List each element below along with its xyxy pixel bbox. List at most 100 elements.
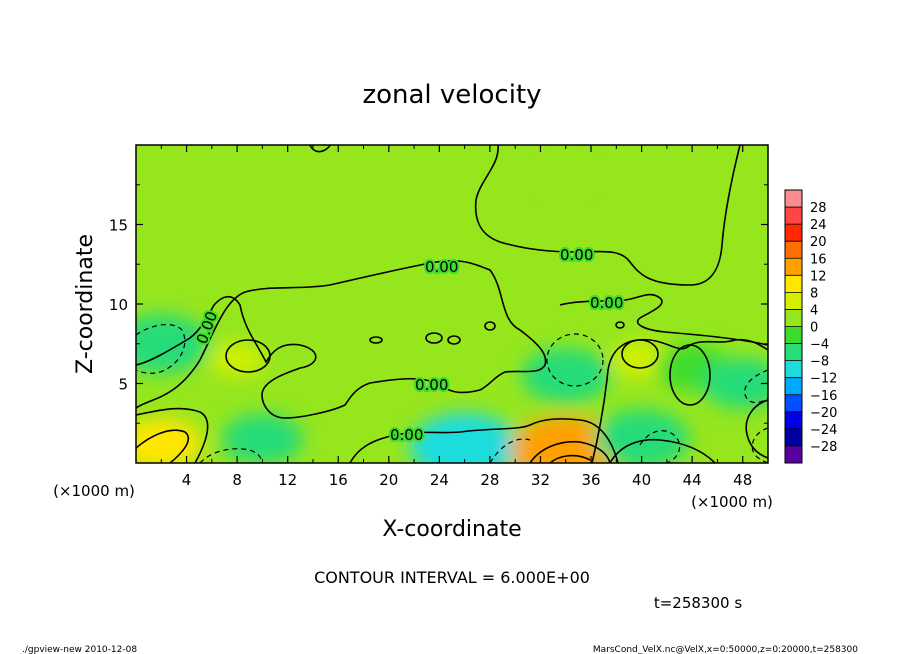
field-background <box>136 145 768 463</box>
contour-zero-line <box>591 338 768 463</box>
x-tick-label: 20 <box>379 471 398 489</box>
y-tick-label: 15 <box>109 217 128 235</box>
x-tick-label: 8 <box>232 471 242 489</box>
colorbar-swatch <box>785 394 802 413</box>
colorbar-label: −20 <box>810 406 837 421</box>
colorbar-label: 28 <box>810 201 827 216</box>
colorbar-label: −28 <box>810 440 837 455</box>
colorbar-label: 12 <box>810 269 827 284</box>
contour-positive <box>136 429 190 463</box>
x-axis-label: X-coordinate <box>382 517 521 542</box>
colorbar-swatch <box>785 275 802 293</box>
field-anomaly <box>409 412 520 463</box>
field-anomaly <box>511 416 621 463</box>
x-tick-label: 12 <box>278 471 297 489</box>
contour-negative <box>751 427 768 463</box>
field-anomaly <box>136 418 202 463</box>
colorbar-swatch <box>785 360 802 378</box>
contour-label: 0.00 <box>425 258 458 276</box>
plot-area: 0.00 0.00 0.00 0.00 0.00 0.00 4 8 12 16 20 24… <box>109 144 769 489</box>
x-tick-label: 16 <box>329 471 348 489</box>
footer-right: MarsCond_VelX.nc@VelX,x=0:50000,z=0:2000… <box>593 645 858 654</box>
x-tick-label: 24 <box>430 471 449 489</box>
colorbar-label: −4 <box>810 338 829 353</box>
field-anomaly <box>593 409 690 463</box>
colorbar-label: 4 <box>810 303 818 318</box>
contour-ring <box>621 339 659 369</box>
colorbar-swatch <box>785 411 802 430</box>
contour-negative <box>744 369 768 404</box>
colorbar-swatch <box>785 258 802 276</box>
contour-negative <box>546 333 604 387</box>
colorbar-swatch <box>785 207 802 225</box>
contour-lines-negative <box>136 323 768 463</box>
contour-label: 0.00 <box>390 426 423 444</box>
colorbar-swatch <box>785 343 802 361</box>
contour-ring <box>484 321 496 331</box>
contour-interval-text: CONTOUR INTERVAL = 6.000E+00 <box>314 568 590 587</box>
field-anomalies <box>136 164 768 463</box>
contour-label: 0.00 <box>560 246 593 264</box>
field-anomaly <box>702 358 768 409</box>
footer-left: ./gpview-new 2010-12-08 <box>22 645 137 654</box>
contour-zero-line <box>136 407 209 463</box>
contour-positive <box>549 454 591 463</box>
field-anomaly <box>546 164 586 189</box>
y-unit-label: (×1000 m) <box>53 482 135 500</box>
colorbar-swatch <box>785 309 802 327</box>
y-axis-label: Z-coordinate <box>73 234 98 374</box>
x-tick-label: 40 <box>632 471 651 489</box>
contour-zero-line <box>559 293 768 346</box>
y-axis-ticks: 5 10 15 <box>109 184 768 424</box>
colorbar: 28 24 20 16 12 8 4 0 −4 −8 −12 −16 −20 −24 −28 <box>784 189 837 464</box>
contour-label: 0.00 <box>415 376 448 394</box>
x-tick-label: 44 <box>683 471 702 489</box>
contour-label: 0.00 <box>590 294 623 312</box>
x-axis-ticks: 4 8 12 16 20 24 28 32 36 40 44 48 <box>160 145 752 489</box>
x-tick-label: 48 <box>733 471 752 489</box>
colorbar-swatch <box>785 292 802 310</box>
contour-lines <box>136 145 768 463</box>
colorbar-label: 16 <box>810 252 827 267</box>
x-tick-label: 36 <box>581 471 600 489</box>
time-text: t=258300 s <box>654 594 742 612</box>
contour-ring <box>425 332 443 344</box>
contour-negative <box>639 430 681 463</box>
contour-ring <box>447 335 461 345</box>
colorbar-swatch <box>785 377 802 396</box>
colorbar-swatch <box>785 224 802 242</box>
colorbar-label: −8 <box>810 355 829 370</box>
contour-negative <box>489 438 531 463</box>
colorbar-label: −16 <box>810 389 837 404</box>
x-tick-label: 28 <box>480 471 499 489</box>
contour-ring <box>615 321 625 329</box>
contour-zero-line <box>609 438 716 463</box>
colorbar-label: 24 <box>810 218 827 233</box>
colorbar-swatch <box>785 190 802 208</box>
contour-ring <box>669 344 711 406</box>
field-anomaly <box>521 347 610 404</box>
y-tick-label: 5 <box>118 376 128 394</box>
field-anomaly <box>210 343 264 377</box>
colorbar-label: 8 <box>810 286 818 301</box>
contour-zero-line <box>745 399 768 459</box>
chart-title: zonal velocity <box>362 80 541 110</box>
field-anomaly <box>221 413 304 463</box>
colorbar-swatch <box>785 445 802 464</box>
y-tick-label: 10 <box>109 296 128 314</box>
colorbar-swatch <box>785 428 802 447</box>
contour-negative <box>199 448 262 463</box>
contour-ring <box>225 339 271 373</box>
contour-label-group: 0.00 0.00 0.00 0.00 0.00 0.00 <box>191 244 626 446</box>
contour-negative <box>136 323 186 374</box>
colorbar-label: 0 <box>810 321 818 336</box>
x-unit-label: (×1000 m) <box>691 493 773 511</box>
colorbar-label: −12 <box>810 372 837 387</box>
contour-zero-line <box>136 260 547 419</box>
contour-ring <box>369 336 383 344</box>
colorbar-label: 20 <box>810 235 827 250</box>
contour-positive <box>529 440 611 463</box>
contour-zero-line <box>349 418 619 463</box>
colorbar-label: −24 <box>810 423 837 438</box>
